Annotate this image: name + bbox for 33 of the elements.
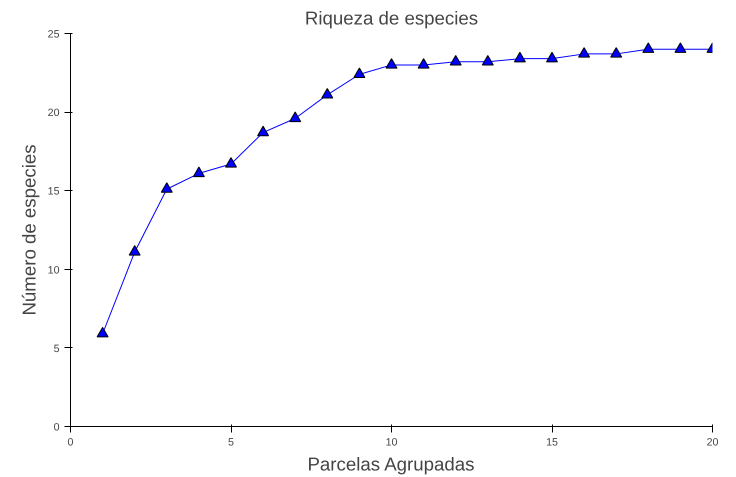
point [450,54,462,66]
point [257,126,270,136]
point [642,42,654,53]
point [514,52,526,62]
point [96,326,109,338]
point [610,47,622,58]
point [353,68,366,78]
x-tick-label: 10 [386,436,398,448]
point [386,58,398,69]
point [192,166,205,178]
x-tick-label: 20 [706,436,718,448]
x-tick-label: 5 [228,436,234,448]
y-tick-label: 5 [54,342,60,355]
y-tick-label: 0 [54,422,60,434]
point [321,88,334,98]
y-tick-label: 15 [48,186,60,198]
point [289,112,302,122]
point [578,47,590,58]
y-tick-label: 10 [48,264,60,276]
point [674,42,686,53]
x-tick-label: 0 [68,436,74,448]
y-tick-label: 25 [48,28,60,40]
point [546,52,558,62]
point [418,58,430,69]
point [225,157,237,168]
x-axis-title: Parcelas Agrupadas [307,454,474,474]
chart-title: Riqueza de especies [304,8,478,28]
y-tick-label: 20 [48,107,60,120]
y-axis-title: Número de especies [18,144,40,316]
point [482,54,494,66]
x-tick-label: 15 [546,436,558,448]
point [160,182,173,193]
point [128,245,141,256]
